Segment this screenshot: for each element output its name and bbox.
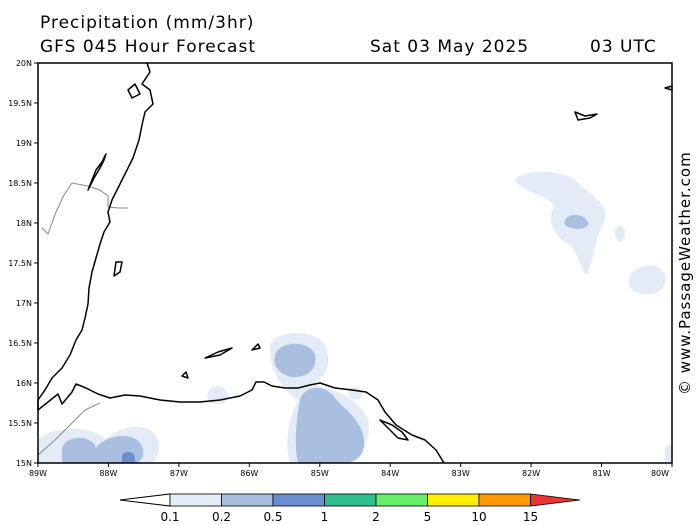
legend-swatch-2 xyxy=(221,493,274,507)
legend-swatch-6 xyxy=(427,493,480,507)
lat-label-18n: 18N xyxy=(16,219,32,228)
country-borders xyxy=(37,182,128,456)
border-line-south xyxy=(37,402,101,456)
lat-label-17-5n: 17.5N xyxy=(8,259,32,268)
forecast-time: 03 UTC xyxy=(590,37,657,57)
lat-label-16n: 16N xyxy=(16,379,32,388)
legend-swatch-0 xyxy=(119,493,171,507)
lon-label-85w: 85W xyxy=(311,469,329,478)
border-line-north xyxy=(41,182,128,235)
legend-swatch-7 xyxy=(478,493,531,507)
lat-label-18-5n: 18.5N xyxy=(8,179,32,188)
precipitation-areas xyxy=(38,171,672,463)
lon-label-88w: 88W xyxy=(99,469,117,478)
legend-label-0-1: 0.1 xyxy=(160,510,179,524)
coastline-mainland xyxy=(37,62,445,464)
lat-label-15-5n: 15.5N xyxy=(8,419,32,428)
legend-swatch-1 xyxy=(169,493,222,507)
latitude-axis xyxy=(34,62,38,464)
precip-area-light-1 xyxy=(515,171,606,274)
coastline-bay-islands xyxy=(379,419,409,441)
lon-label-81w: 81W xyxy=(593,469,611,478)
lat-label-19-5n: 19.5N xyxy=(8,99,32,108)
precip-area-light-2 xyxy=(628,265,666,295)
precip-area-medium-1 xyxy=(564,214,589,229)
lat-label-15n: 15N xyxy=(16,459,32,468)
map-title: Precipitation (mm/3hr) xyxy=(40,13,255,33)
precip-area-light-8 xyxy=(665,444,672,463)
precip-area-light-7 xyxy=(348,386,363,400)
coastline-island-5 xyxy=(181,371,189,379)
latitude-labels: 20N 19.5N 19N 18.5N 18N 17.5N 17N 16.5N … xyxy=(8,59,32,468)
coastline xyxy=(37,62,673,464)
coastline-island-4 xyxy=(251,343,261,351)
legend-label-0-2: 0.2 xyxy=(212,510,231,524)
legend-label-1: 1 xyxy=(321,510,329,524)
precipitation-legend: 0.1 0.2 0.5 1 2 5 10 15 xyxy=(119,493,581,524)
lon-label-84w: 84W xyxy=(381,469,399,478)
longitude-axis xyxy=(37,463,673,467)
forecast-date: Sat 03 May 2025 xyxy=(370,37,530,57)
coastline-island-1 xyxy=(87,153,107,191)
coastline-island-3 xyxy=(204,347,233,359)
legend-swatch-3 xyxy=(272,493,325,507)
legend-label-2: 2 xyxy=(372,510,380,524)
legend-label-5: 5 xyxy=(424,510,432,524)
lat-label-17n: 17N xyxy=(16,299,32,308)
lon-label-89w: 89W xyxy=(29,469,47,478)
lon-label-82w: 82W xyxy=(522,469,540,478)
legend-label-0-5: 0.5 xyxy=(263,510,282,524)
precip-area-light-3 xyxy=(615,225,626,242)
legend-swatch-5 xyxy=(375,493,428,507)
coastline-island-2 xyxy=(113,261,123,277)
lon-label-86w: 86W xyxy=(240,469,258,478)
legend-label-10: 10 xyxy=(471,510,486,524)
lon-label-87w: 87W xyxy=(170,469,188,478)
forecast-label: GFS 045 Hour Forecast xyxy=(40,37,256,57)
lat-label-20n: 20N xyxy=(16,59,32,68)
precip-area-medium-3 xyxy=(295,387,365,463)
coastline-peninsula-tip xyxy=(127,83,141,99)
legend-swatch-4 xyxy=(324,493,377,507)
lat-label-16-5n: 16.5N xyxy=(8,339,32,348)
legend-label-15: 15 xyxy=(523,510,538,524)
coastline-jamaica-edge xyxy=(664,85,673,91)
legend-swatch-8 xyxy=(530,493,581,507)
coastline-cayman xyxy=(574,111,598,121)
lon-label-80w: 80W xyxy=(651,469,669,478)
lat-label-19n: 19N xyxy=(16,139,32,148)
lon-label-83w: 83W xyxy=(452,469,470,478)
precip-area-medium-2 xyxy=(274,343,316,378)
longitude-labels: 89W 88W 87W 86W 85W 84W 83W 82W 81W 80W xyxy=(29,469,669,478)
precip-area-heavy-1 xyxy=(122,451,135,463)
